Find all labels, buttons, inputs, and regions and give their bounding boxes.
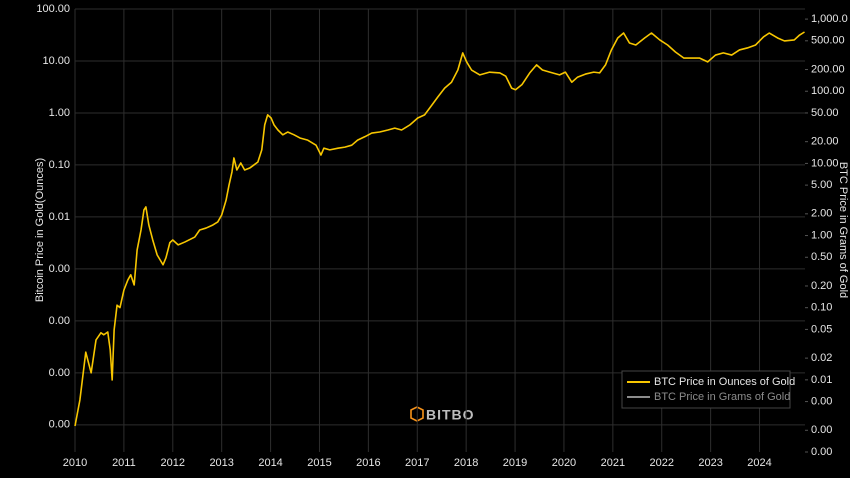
y2-tick-label: 0.00 xyxy=(811,446,832,458)
y-tick-label: 10.00 xyxy=(42,55,70,67)
y2-tick-label: 1.00 xyxy=(811,229,832,241)
y-tick-label: 0.00 xyxy=(49,263,70,275)
y2-tick-label: 0.02 xyxy=(811,352,832,364)
y-tick-label: 0.00 xyxy=(49,419,70,431)
y2-tick-label: 20.00 xyxy=(811,136,839,148)
legend-label: BTC Price in Ounces of Gold xyxy=(654,376,795,388)
x-tick-label: 2023 xyxy=(698,457,722,469)
y2-axis-label: BTC Price in Grams of Gold xyxy=(837,162,849,298)
y2-tick-label: 0.00 xyxy=(811,395,832,407)
legend-box xyxy=(621,370,791,409)
y2-tick-label: 50.00 xyxy=(811,107,839,119)
watermark: BITBO xyxy=(426,407,475,423)
y-tick-label: 0.00 xyxy=(49,315,70,327)
y-tick-label: 0.01 xyxy=(49,211,70,223)
x-tick-label: 2014 xyxy=(258,457,282,469)
x-tick-label: 2022 xyxy=(649,457,673,469)
x-tick-label: 2012 xyxy=(161,457,185,469)
y2-tick-label: 2.00 xyxy=(811,208,832,220)
x-tick-label: 2015 xyxy=(307,457,331,469)
y-tick-label: 100.00 xyxy=(36,3,70,15)
legend-label: BTC Price in Grams of Gold xyxy=(654,391,790,403)
x-tick-label: 2010 xyxy=(63,457,87,469)
y-tick-label: 0.00 xyxy=(49,367,70,379)
x-tick-label: 2020 xyxy=(552,457,576,469)
x-tick-label: 2019 xyxy=(503,457,527,469)
x-tick-label: 2016 xyxy=(356,457,380,469)
y2-tick-label: 200.00 xyxy=(811,63,845,75)
x-tick-label: 2017 xyxy=(405,457,429,469)
legend: BTC Price in Ounces of Gold BTC Price in … xyxy=(621,370,795,409)
x-tick-label: 2021 xyxy=(601,457,625,469)
y2-tick-label: 0.00 xyxy=(811,424,832,436)
y2-tick-label: 10.00 xyxy=(811,157,839,169)
y2-tick-label: 0.20 xyxy=(811,280,832,292)
y2-tick-label: 0.50 xyxy=(811,251,832,263)
series-line xyxy=(74,31,805,427)
x-tick-label: 2011 xyxy=(112,457,136,469)
y2-tick-label: 5.00 xyxy=(811,179,832,191)
y-tick-label: 1.00 xyxy=(49,107,70,119)
y2-tick-label: 0.05 xyxy=(811,323,832,335)
y2-tick-label: 0.10 xyxy=(811,302,832,314)
x-tick-label: 2024 xyxy=(747,457,771,469)
y2-tick-label: 1,000.0 xyxy=(811,13,848,25)
x-tick-label: 2013 xyxy=(209,457,233,469)
y-tick-label: 0.10 xyxy=(49,159,70,171)
y2-tick-label: 0.01 xyxy=(811,374,832,386)
y2-tick-label: 500.00 xyxy=(811,35,845,47)
y-axis-label: Bitcoin Price in Gold(Ounces) xyxy=(34,158,46,302)
x-tick-label: 2018 xyxy=(454,457,478,469)
y2-tick-label: 100.00 xyxy=(811,85,845,97)
